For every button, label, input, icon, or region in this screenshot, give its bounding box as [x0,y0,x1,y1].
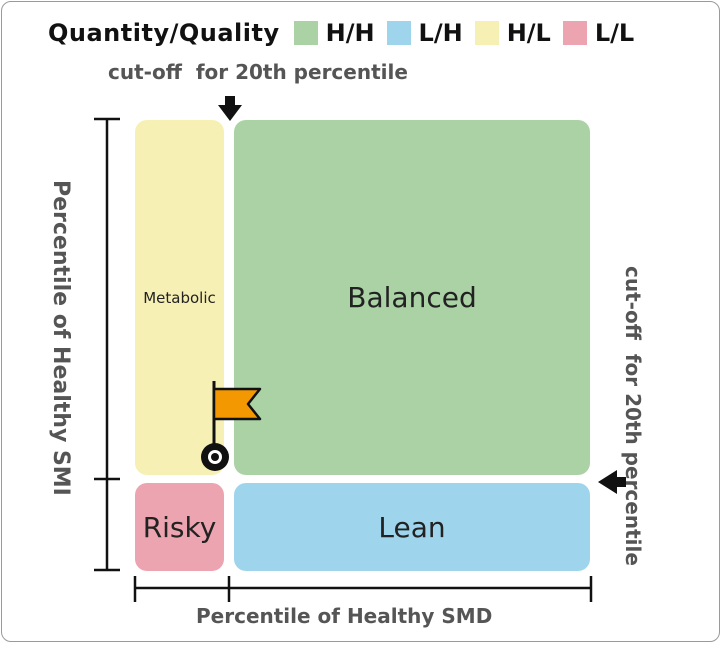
arrow-down-icon [218,96,242,121]
legend-label-hl: H/L [506,19,551,47]
legend-label-ll: L/L [594,19,635,47]
quadrant-risky: Risky [135,483,224,571]
legend-item-lh: L/H [386,19,463,47]
y-axis-bracket [94,117,120,572]
legend-label-lh: L/H [418,19,463,47]
quadrant-metabolic: Metabolic [135,120,224,475]
y-axis-label: Percentile of Healthy SMI [48,180,73,496]
cutoff-top-label: cut-off for 20th percentile [108,60,408,84]
flag-icon-banner [212,387,262,421]
quadrant-lean: Lean [234,483,590,571]
legend-swatch-hh [293,21,318,45]
cutoff-right-label: cut-off for 20th percentile [621,266,645,566]
quadrant-lean-label: Lean [378,510,446,544]
legend-item-hh: H/H [293,19,375,47]
x-axis-bracket [133,576,593,602]
cutoff-right-label-wrap: cut-off for 20th percentile [621,266,661,586]
quadrant-balanced: Balanced [234,120,590,475]
quadrant-risky-label: Risky [142,510,217,544]
flag-icon [201,381,262,471]
legend-swatch-ll [562,21,587,45]
arrow-left-icon [598,470,626,494]
legend: Quantity/Quality H/H L/H H/L L/L [48,18,646,48]
legend-item-hl: H/L [474,19,551,47]
legend-swatch-lh [386,21,411,45]
quadrant-metabolic-label: Metabolic [143,288,216,307]
x-axis-label: Percentile of Healthy SMD [196,604,493,628]
legend-item-ll: L/L [562,19,635,47]
legend-swatch-hl [474,21,499,45]
y-axis-label-wrap: Percentile of Healthy SMI [48,180,78,510]
legend-title: Quantity/Quality [48,19,280,47]
legend-label-hh: H/H [325,19,375,47]
quadrant-balanced-label: Balanced [347,281,477,314]
